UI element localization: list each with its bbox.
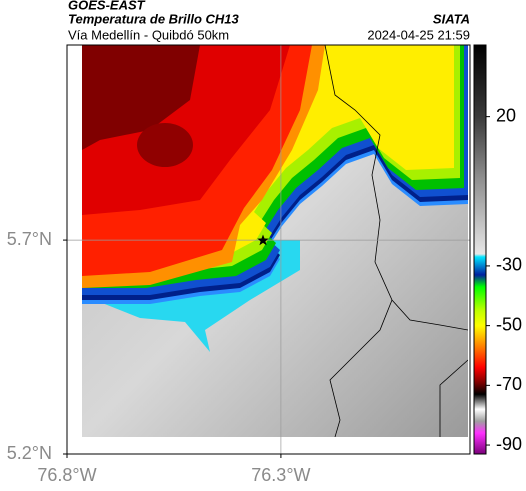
colorbar-tick-label: -50 — [496, 314, 522, 334]
colorbar-tick-label: -90 — [496, 434, 522, 454]
map-frame — [66, 44, 471, 455]
y-tick-label: 5.2°N — [7, 443, 52, 463]
timestamp: 2024-04-25 21:59 — [367, 27, 470, 42]
brand: SIATA — [433, 11, 470, 26]
title: Temperatura de Brillo CH13 — [68, 11, 240, 26]
colorbar-tick-label: -30 — [496, 255, 522, 275]
city-marker — [257, 234, 269, 246]
y-tick-label: 5.7°N — [7, 229, 52, 249]
colorbar-tick-label: 20 — [496, 105, 516, 125]
colorbar-tick-label: -70 — [496, 374, 522, 394]
source: GOES-EAST — [68, 0, 146, 12]
subtitle: Vía Medellín - Quibdó 50km — [68, 27, 229, 42]
colorbar — [473, 44, 487, 455]
x-tick-label: 76.8°W — [37, 465, 96, 485]
x-tick-label: 76.3°W — [251, 465, 310, 485]
satellite-image — [82, 45, 468, 437]
